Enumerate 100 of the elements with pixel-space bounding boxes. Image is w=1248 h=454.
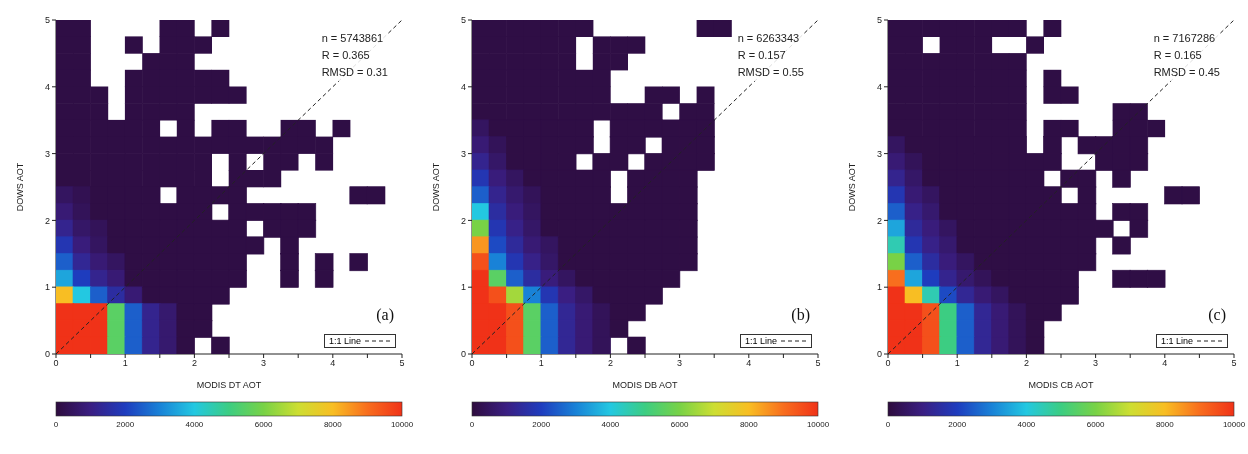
point: [1112, 169, 1131, 188]
color-bar-label: 4000: [185, 420, 204, 429]
point: [1112, 236, 1131, 255]
color-bar-label: 6000: [1086, 420, 1106, 429]
point: [557, 336, 577, 354]
x-tick-label: 2: [1023, 358, 1029, 369]
point: [488, 219, 508, 238]
point: [263, 170, 282, 188]
point: [314, 269, 334, 288]
point: [540, 336, 560, 354]
point: [558, 36, 577, 54]
color-bar-label: 4000: [601, 420, 620, 429]
point: [922, 336, 941, 354]
point: [349, 253, 368, 272]
point: [488, 286, 508, 305]
point: [610, 36, 628, 54]
point: [1060, 119, 1079, 138]
y-tick-label: 5: [876, 15, 882, 26]
color-bar-label: 8000: [323, 420, 343, 429]
point: [1043, 69, 1062, 88]
x-tick-label: 1: [954, 358, 960, 369]
point: [72, 253, 92, 272]
y-tick-label: 0: [460, 349, 466, 360]
point: [973, 336, 993, 354]
x-tick-label: 0: [885, 358, 891, 369]
point: [558, 53, 577, 71]
point: [1043, 20, 1062, 37]
point: [540, 286, 560, 305]
point: [1112, 269, 1131, 288]
y-tick-label: 5: [460, 15, 466, 26]
point: [956, 253, 976, 272]
y-axis-title: DOWS AOT: [847, 162, 858, 212]
y-tick-label: 0: [44, 349, 50, 360]
point: [627, 36, 646, 54]
point: [194, 153, 212, 171]
x-tick-label: 2: [607, 358, 613, 369]
point: [90, 103, 109, 121]
point: [141, 336, 161, 354]
y-tick-label: 1: [44, 282, 50, 293]
y-tick-label: 4: [876, 82, 882, 92]
y-tick-label: 2: [44, 215, 50, 226]
y-tick-label: 1: [876, 282, 882, 293]
x-axis-title: MODIS DT AOT: [196, 380, 262, 390]
annotation: (a): [376, 306, 394, 324]
y-axis-title: DOWS AOT: [15, 162, 26, 212]
point: [1146, 269, 1166, 288]
point: [488, 136, 508, 155]
point: [662, 86, 680, 104]
x-tick-label: 3: [261, 358, 267, 369]
point: [575, 336, 594, 354]
legend-label: 1:1 Line: [744, 336, 777, 346]
y-tick-label: 2: [460, 215, 466, 226]
y-tick-label: 3: [460, 148, 466, 159]
point: [246, 136, 264, 154]
point: [211, 20, 230, 37]
point: [939, 336, 958, 354]
point: [904, 219, 924, 238]
point: [904, 236, 924, 255]
annotation: n = 7167286: [1153, 31, 1217, 46]
y-tick-label: 5: [44, 15, 50, 26]
point: [1077, 136, 1097, 155]
point: [315, 136, 334, 154]
point: [540, 253, 560, 272]
point: [904, 186, 924, 205]
color-bar-label: 6000: [254, 420, 274, 429]
point: [922, 20, 941, 37]
point: [228, 86, 247, 104]
point: [124, 103, 143, 121]
point: [1060, 169, 1079, 188]
point: [592, 103, 611, 121]
point: [332, 119, 351, 138]
color-bar-label: 2000: [116, 420, 135, 429]
point: [488, 169, 508, 188]
color-bar-label: 8000: [1155, 420, 1175, 429]
point: [124, 336, 144, 354]
point: [991, 336, 1010, 354]
annotation: RMSD = 0.45: [1153, 65, 1220, 80]
annotation: R = 0.365: [321, 48, 371, 63]
point: [592, 36, 611, 54]
x-tick-label: 3: [1093, 358, 1099, 369]
color-bar-label: 8000: [739, 420, 759, 429]
point: [592, 336, 611, 354]
x-axis-title: MODIS DB AOT: [612, 380, 678, 390]
point: [956, 286, 976, 305]
point: [107, 336, 126, 354]
legend-label: 1:1 Line: [1160, 336, 1193, 346]
point: [904, 169, 924, 188]
color-bar-label: 2000: [948, 420, 967, 429]
point: [956, 336, 976, 354]
color-bar-label: 0: [469, 420, 475, 429]
point: [280, 269, 299, 288]
x-tick-label: 5: [399, 358, 405, 369]
x-tick-label: 5: [815, 358, 821, 369]
point: [349, 186, 368, 205]
point: [488, 253, 508, 272]
point: [1129, 219, 1149, 238]
annotation: R = 0.157: [737, 48, 787, 63]
y-tick-label: 3: [44, 148, 50, 159]
point: [1008, 336, 1027, 354]
point: [1095, 219, 1114, 238]
